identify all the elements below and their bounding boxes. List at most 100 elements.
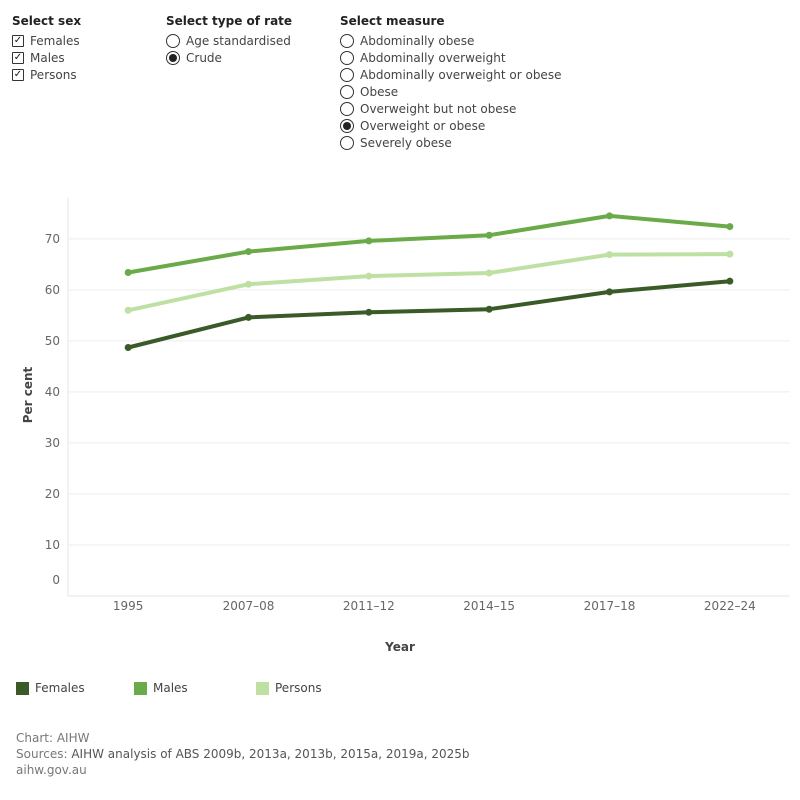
radio-selected-icon[interactable] — [340, 118, 354, 133]
y-tick-label: 60 — [45, 283, 60, 297]
y-tick-label: 20 — [45, 487, 60, 501]
legend-swatch-females — [16, 681, 29, 695]
line-chart: 0 10 20 30 40 50 60 70 1995 2007–08 2011–12 2014–1… — [21, 198, 790, 654]
option-label: Crude — [186, 50, 222, 65]
series-line-males — [126, 213, 732, 275]
y-axis-ticks: 0 10 20 30 40 50 60 70 — [45, 232, 60, 587]
radio-unselected-icon[interactable] — [340, 67, 354, 82]
data-point-females[interactable] — [485, 305, 493, 313]
chart-credit: Chart: AIHW — [16, 731, 90, 745]
sex-option-females[interactable]: ✓ Females — [12, 32, 81, 49]
data-point-persons[interactable] — [365, 272, 373, 280]
legend-item-males[interactable]: Males — [134, 681, 256, 695]
y-tick-label: 70 — [45, 232, 60, 246]
sources-line: Sources: AIHW analysis of ABS 2009b, 201… — [16, 746, 470, 762]
x-tick-label: 2007–08 — [223, 599, 275, 613]
option-label: Severely obese — [360, 135, 452, 150]
x-tick-label: 2014–15 — [463, 599, 515, 613]
option-label: Overweight or obese — [360, 118, 486, 133]
option-label: Age standardised — [186, 33, 291, 48]
data-point-persons[interactable] — [606, 251, 613, 259]
data-point-males[interactable] — [485, 231, 493, 239]
x-axis-ticks: 1995 2007–08 2011–12 2014–15 2017–18 2022–24 — [113, 599, 756, 613]
radio-unselected-icon[interactable] — [340, 33, 354, 48]
data-point-persons[interactable] — [124, 306, 132, 314]
data-point-males[interactable] — [365, 237, 373, 245]
data-point-males[interactable] — [124, 268, 132, 276]
x-tick-label: 2017–18 — [584, 599, 636, 613]
radio-unselected-icon[interactable] — [340, 84, 354, 99]
data-point-males[interactable] — [606, 212, 613, 220]
measure-option-overweight-or-obese[interactable]: Overweight or obese — [340, 117, 561, 134]
option-label: Males — [30, 50, 65, 65]
sources-text: AIHW analysis of ABS 2009b, 2013a, 2013b… — [71, 747, 470, 761]
measure-option-abdominally-overweight-or-obese[interactable]: Abdominally overweight or obese — [340, 66, 561, 83]
option-label: Obese — [360, 84, 399, 99]
legend-label: Males — [153, 681, 188, 695]
legend-swatch-persons — [256, 681, 269, 695]
sex-filter: Select sex ✓ Females ✓ Males ✓ Persons — [12, 14, 81, 83]
measure-option-overweight-not-obese[interactable]: Overweight but not obese — [340, 100, 561, 117]
legend-item-females[interactable]: Females — [16, 681, 134, 695]
radio-unselected-icon[interactable] — [340, 50, 354, 65]
radio-selected-icon[interactable] — [166, 50, 180, 65]
checkbox-checked-icon[interactable]: ✓ — [12, 51, 24, 64]
radio-unselected-icon[interactable] — [166, 33, 180, 48]
x-axis-label: Year — [384, 640, 415, 654]
data-point-persons[interactable] — [485, 269, 493, 277]
rate-filter: Select type of rate Age standardised Cru… — [166, 14, 292, 66]
chart-footer: Chart: AIHW Sources: AIHW analysis of AB… — [16, 730, 470, 778]
y-tick-label: 0 — [52, 573, 60, 587]
legend-item-persons[interactable]: Persons — [256, 681, 322, 695]
data-point-females[interactable] — [365, 308, 373, 316]
y-tick-label: 30 — [45, 436, 60, 450]
checkbox-checked-icon[interactable]: ✓ — [12, 34, 24, 47]
measure-option-abdominally-overweight[interactable]: Abdominally overweight — [340, 49, 561, 66]
x-tick-label: 2011–12 — [343, 599, 395, 613]
x-tick-label: 1995 — [113, 599, 144, 613]
data-point-persons[interactable] — [726, 250, 734, 258]
website: aihw.gov.au — [16, 763, 87, 777]
measure-filter-title: Select measure — [340, 14, 445, 28]
sex-filter-title: Select sex — [12, 14, 82, 28]
rate-option-age-standardised[interactable]: Age standardised — [166, 32, 292, 49]
legend-label: Persons — [275, 681, 322, 695]
y-tick-label: 10 — [45, 538, 60, 552]
sex-option-males[interactable]: ✓ Males — [12, 49, 81, 66]
option-label: Abdominally obese — [360, 33, 475, 48]
rate-option-crude[interactable]: Crude — [166, 49, 292, 66]
legend: Females Males Persons — [16, 681, 322, 695]
option-label: Females — [30, 33, 80, 48]
option-label: Abdominally overweight or obese — [360, 67, 562, 82]
checkbox-checked-icon[interactable]: ✓ — [12, 68, 24, 81]
measure-option-obese[interactable]: Obese — [340, 83, 561, 100]
y-axis-label: Per cent — [21, 366, 35, 423]
y-tick-label: 50 — [45, 334, 60, 348]
x-tick-label: 2022–24 — [704, 599, 756, 613]
measure-option-severely-obese[interactable]: Severely obese — [340, 134, 561, 151]
option-label: Overweight but not obese — [360, 101, 517, 116]
option-label: Persons — [30, 67, 77, 82]
legend-swatch-males — [134, 681, 147, 695]
series-line-persons — [126, 252, 732, 313]
gridlines — [67, 198, 790, 597]
series-line-females — [126, 279, 732, 350]
data-point-females[interactable] — [726, 277, 734, 285]
sources-label: Sources: — [16, 747, 68, 761]
measure-option-abdominally-obese[interactable]: Abdominally obese — [340, 32, 561, 49]
data-point-males[interactable] — [726, 223, 734, 231]
radio-unselected-icon[interactable] — [340, 101, 354, 116]
data-point-persons[interactable] — [245, 280, 252, 288]
data-point-females[interactable] — [124, 344, 132, 352]
radio-unselected-icon[interactable] — [340, 135, 354, 150]
option-label: Abdominally overweight — [360, 50, 506, 65]
legend-label: Females — [35, 681, 85, 695]
data-point-males[interactable] — [245, 248, 252, 256]
y-tick-label: 40 — [45, 385, 60, 399]
series-lines — [124, 212, 734, 352]
data-point-females[interactable] — [606, 288, 613, 296]
sex-option-persons[interactable]: ✓ Persons — [12, 66, 81, 83]
rate-filter-title: Select type of rate — [166, 14, 293, 28]
data-point-females[interactable] — [245, 313, 252, 321]
measure-filter: Select measure Abdominally obese Abdomin… — [340, 14, 561, 151]
